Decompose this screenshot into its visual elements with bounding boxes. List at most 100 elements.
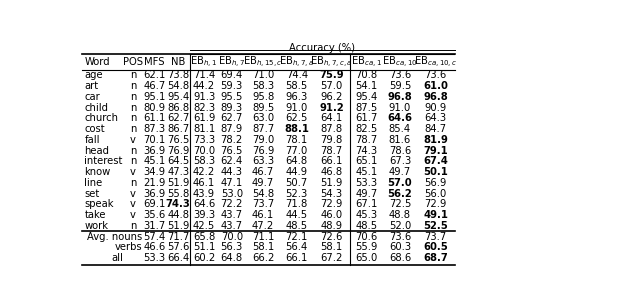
Text: 64.8: 64.8	[285, 156, 308, 166]
Text: 36.9: 36.9	[143, 146, 166, 156]
Text: 67.3: 67.3	[388, 156, 411, 166]
Text: n: n	[130, 70, 136, 80]
Text: 72.9: 72.9	[320, 200, 342, 209]
Text: 73.6: 73.6	[424, 70, 447, 80]
Text: 95.4: 95.4	[167, 92, 189, 102]
Text: 64.8: 64.8	[221, 253, 243, 263]
Text: 46.8: 46.8	[321, 167, 342, 177]
Text: 78.6: 78.6	[388, 146, 411, 156]
Text: 47.3: 47.3	[167, 167, 189, 177]
Text: 49.7: 49.7	[355, 189, 378, 199]
Text: 96.8: 96.8	[423, 92, 448, 102]
Text: $\mathrm{EB}_{ca,10}$: $\mathrm{EB}_{ca,10}$	[382, 55, 418, 70]
Text: n: n	[130, 178, 136, 188]
Text: 58.3: 58.3	[252, 81, 274, 91]
Text: set: set	[84, 189, 100, 199]
Text: 75.9: 75.9	[319, 70, 344, 80]
Text: 48.5: 48.5	[285, 221, 308, 231]
Text: 62.7: 62.7	[167, 113, 189, 123]
Text: n: n	[130, 81, 136, 91]
Text: 65.8: 65.8	[193, 232, 215, 242]
Text: 54.8: 54.8	[167, 81, 189, 91]
Text: car: car	[84, 92, 100, 102]
Text: 95.8: 95.8	[252, 92, 274, 102]
Text: 46.7: 46.7	[252, 167, 274, 177]
Text: $\mathrm{EB}_{h,7}$: $\mathrm{EB}_{h,7}$	[218, 55, 245, 70]
Text: 68.7: 68.7	[423, 253, 448, 263]
Text: 62.7: 62.7	[221, 113, 243, 123]
Text: 89.5: 89.5	[252, 103, 274, 113]
Text: 21.9: 21.9	[143, 178, 166, 188]
Text: 43.7: 43.7	[221, 221, 243, 231]
Text: $\mathrm{EB}_{h,1}$: $\mathrm{EB}_{h,1}$	[191, 55, 218, 70]
Text: 46.1: 46.1	[193, 178, 215, 188]
Text: 62.5: 62.5	[285, 113, 308, 123]
Text: 73.3: 73.3	[193, 135, 215, 145]
Text: 31.7: 31.7	[143, 221, 166, 231]
Text: interest: interest	[84, 156, 123, 166]
Text: 71.7: 71.7	[167, 232, 189, 242]
Text: 79.8: 79.8	[321, 135, 342, 145]
Text: 59.5: 59.5	[388, 81, 411, 91]
Text: 44.2: 44.2	[193, 81, 215, 91]
Text: 80.9: 80.9	[143, 103, 166, 113]
Text: 82.3: 82.3	[193, 103, 215, 113]
Text: 46.1: 46.1	[252, 210, 274, 220]
Text: speak: speak	[84, 200, 114, 209]
Text: 64.1: 64.1	[321, 113, 342, 123]
Text: 42.2: 42.2	[193, 167, 215, 177]
Text: n: n	[130, 156, 136, 166]
Text: 49.1: 49.1	[423, 210, 448, 220]
Text: 67.4: 67.4	[423, 156, 448, 166]
Text: 96.2: 96.2	[320, 92, 342, 102]
Text: 45.1: 45.1	[143, 156, 166, 166]
Text: NB: NB	[171, 57, 186, 67]
Text: 66.2: 66.2	[252, 253, 274, 263]
Text: 73.7: 73.7	[252, 200, 274, 209]
Text: 60.2: 60.2	[193, 253, 215, 263]
Text: 44.3: 44.3	[221, 167, 243, 177]
Text: 58.1: 58.1	[321, 243, 342, 253]
Text: 56.9: 56.9	[424, 178, 447, 188]
Text: 54.8: 54.8	[252, 189, 274, 199]
Text: 55.9: 55.9	[355, 243, 378, 253]
Text: $\mathrm{EB}_{h,7,c,a}$: $\mathrm{EB}_{h,7,c,a}$	[310, 55, 353, 70]
Text: v: v	[130, 200, 136, 209]
Text: 95.1: 95.1	[143, 92, 166, 102]
Text: 81.1: 81.1	[193, 124, 215, 134]
Text: 48.5: 48.5	[355, 221, 377, 231]
Text: 72.2: 72.2	[221, 200, 243, 209]
Text: 52.0: 52.0	[388, 221, 411, 231]
Text: 67.1: 67.1	[355, 200, 378, 209]
Text: 70.1: 70.1	[143, 135, 166, 145]
Text: 49.7: 49.7	[252, 178, 274, 188]
Text: 48.9: 48.9	[321, 221, 342, 231]
Text: 51.9: 51.9	[320, 178, 342, 188]
Text: Accuracy (%): Accuracy (%)	[289, 44, 355, 54]
Text: 87.9: 87.9	[221, 124, 243, 134]
Text: 65.1: 65.1	[355, 156, 378, 166]
Text: 48.8: 48.8	[389, 210, 411, 220]
Text: 46.6: 46.6	[143, 243, 166, 253]
Text: cost: cost	[84, 124, 105, 134]
Text: 70.0: 70.0	[193, 146, 215, 156]
Text: 78.7: 78.7	[355, 135, 378, 145]
Text: take: take	[84, 210, 106, 220]
Text: 76.9: 76.9	[252, 146, 274, 156]
Text: 87.8: 87.8	[321, 124, 342, 134]
Text: church: church	[84, 113, 118, 123]
Text: $\mathrm{EB}_{h,7,a}$: $\mathrm{EB}_{h,7,a}$	[279, 55, 314, 70]
Text: 53.3: 53.3	[355, 178, 377, 188]
Text: 86.7: 86.7	[167, 124, 189, 134]
Text: 86.8: 86.8	[167, 103, 189, 113]
Text: 70.0: 70.0	[221, 232, 243, 242]
Text: 58.5: 58.5	[285, 81, 308, 91]
Text: 56.4: 56.4	[285, 243, 308, 253]
Text: 64.6: 64.6	[193, 200, 215, 209]
Text: 84.7: 84.7	[424, 124, 447, 134]
Text: 61.1: 61.1	[143, 113, 166, 123]
Text: 51.9: 51.9	[167, 178, 189, 188]
Text: 52.5: 52.5	[423, 221, 448, 231]
Text: 61.0: 61.0	[423, 81, 448, 91]
Text: 95.5: 95.5	[221, 92, 243, 102]
